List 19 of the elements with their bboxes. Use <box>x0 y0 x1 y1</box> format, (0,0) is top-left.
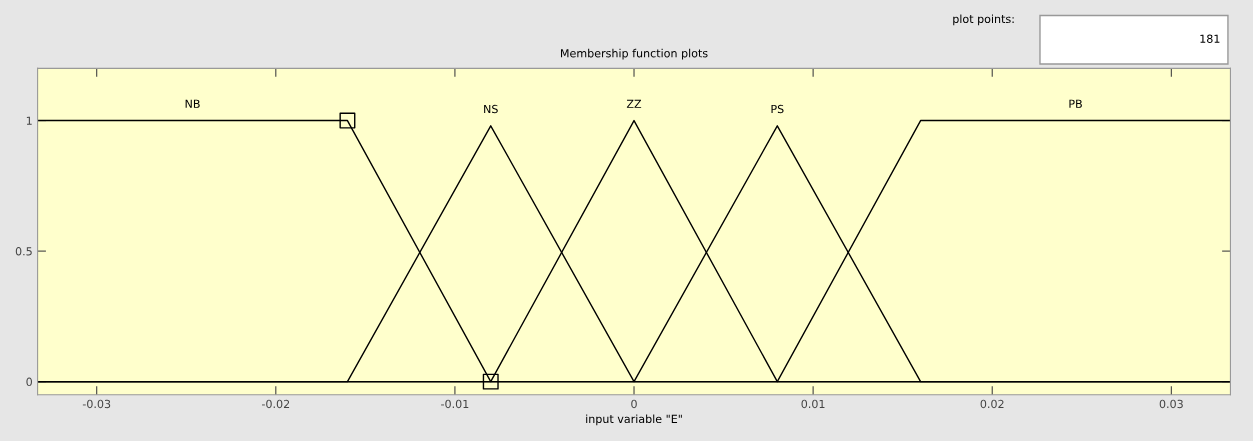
series-label: NS <box>484 104 498 114</box>
series-label: PS <box>771 104 784 114</box>
chart-title: Membership function plots <box>561 48 708 60</box>
text: 181 <box>1200 34 1220 43</box>
y-tick-label: 0.5 <box>15 247 32 256</box>
text: plot points: <box>953 14 1014 26</box>
series-label: NB <box>185 99 200 108</box>
y-tick-label: 1 <box>26 116 32 125</box>
x-tick-label: 0.03 <box>1159 399 1183 409</box>
series-label: ZZ <box>626 99 642 108</box>
x-tick-label: -0.01 <box>441 399 469 409</box>
x-tick-label: 0.02 <box>980 399 1004 409</box>
x-axis-title: input variable "E" <box>586 414 682 426</box>
x-tick-label: -0.03 <box>82 399 111 409</box>
x-tick-label: -0.02 <box>261 399 290 409</box>
x-tick-label: 0.01 <box>801 399 825 409</box>
y-tick-label: 0 <box>26 377 32 387</box>
x-tick-label: 0 <box>631 399 637 409</box>
series-label: PB <box>1069 99 1082 108</box>
